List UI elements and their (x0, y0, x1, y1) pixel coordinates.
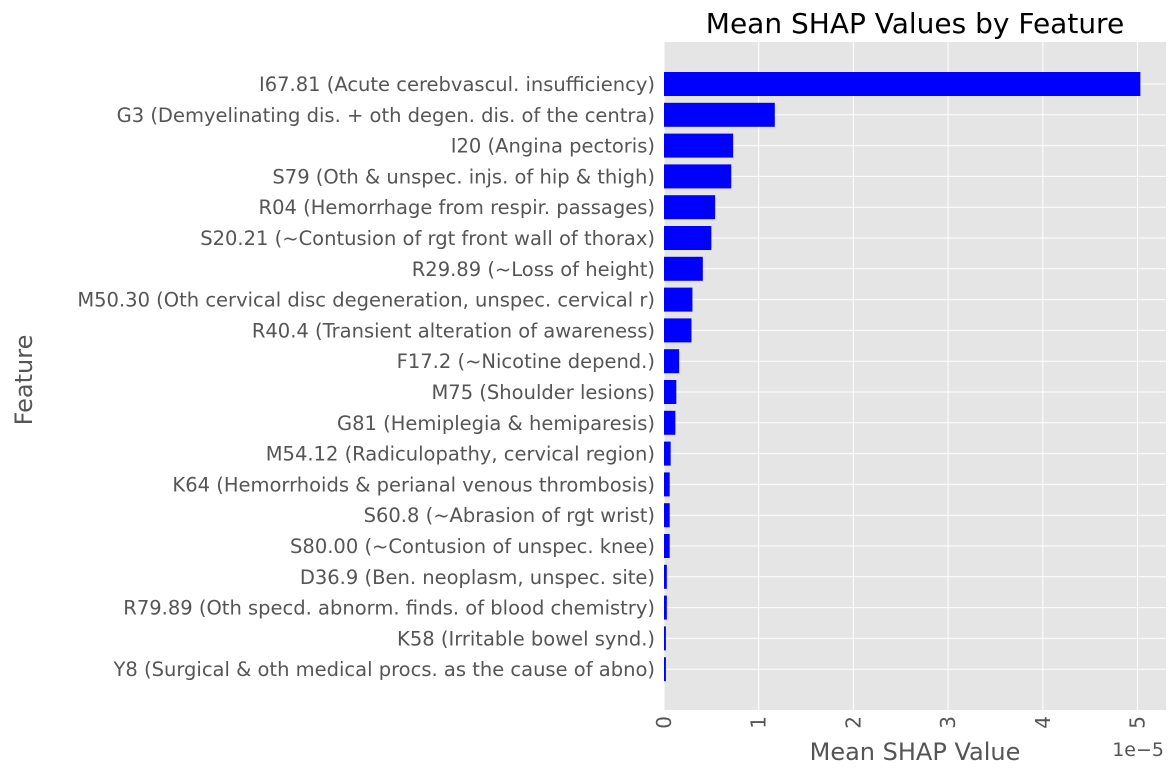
x-tick-label: 2 (841, 716, 865, 729)
x-axis-label: Mean SHAP Value (810, 738, 1021, 766)
y-tick-label: M75 (Shoulder lesions) (431, 381, 655, 404)
y-tick-label: R29.89 (~Loss of height) (412, 258, 655, 281)
bar (664, 102, 775, 127)
bar (664, 133, 734, 158)
bar (664, 72, 1141, 96)
plot-area (663, 42, 1166, 710)
y-tick-label: K64 (Hemorrhoids & perianal venous throm… (172, 473, 655, 496)
y-tick-label: S20.21 (~Contusion of rgt front wall of … (200, 227, 655, 250)
y-tick-label: M54.12 (Radiculopathy, cervical region) (266, 443, 655, 466)
bar (664, 195, 716, 220)
y-tick-label: S79 (Oth & unspec. injs. of hip & thigh) (272, 165, 655, 188)
bars (664, 72, 1141, 682)
grid-lines (663, 42, 1166, 710)
bar (664, 287, 693, 312)
bar (664, 503, 670, 528)
bar (664, 534, 670, 558)
plot-background (664, 42, 1166, 710)
x-tick-labels: 0 1 2 3 4 5 (652, 716, 1150, 729)
bar (664, 164, 732, 189)
y-tick-label: K58 (Irritable bowel synd.) (397, 627, 655, 650)
y-tick-label: D36.9 (Ben. neoplasm, unspec. site) (300, 566, 655, 589)
y-tick-label: R79.89 (Oth specd. abnorm. finds. of blo… (123, 597, 655, 620)
y-tick-label: I20 (Angina pectoris) (451, 135, 655, 158)
y-tick-label: S60.8 (~Abrasion of rgt wrist) (364, 504, 655, 527)
bar (664, 380, 677, 404)
y-axis-label: Feature (10, 335, 38, 426)
y-tick-label: R04 (Hemorrhage from respir. passages) (259, 196, 655, 219)
bar (664, 441, 671, 466)
x-tick-label: 5 (1126, 716, 1150, 729)
bar (664, 318, 692, 343)
bar (664, 410, 676, 435)
x-tick-label: 3 (936, 716, 960, 729)
x-tick-label: 1 (747, 716, 771, 729)
bar (664, 256, 703, 281)
y-tick-label: Y8 (Surgical & oth medical procs. as the… (112, 658, 655, 681)
x-scale-label: 1e−5 (1112, 739, 1164, 761)
x-tick-label: 0 (652, 716, 676, 729)
bar (664, 657, 666, 682)
bar (664, 626, 666, 651)
y-tick-label: S80.00 (~Contusion of unspec. knee) (290, 535, 655, 558)
bar (664, 349, 680, 374)
bar (664, 226, 712, 250)
y-tick-label: I67.81 (Acute cerebvascul. insufficiency… (259, 73, 655, 96)
chart-title: Mean SHAP Values by Feature (706, 7, 1124, 40)
y-tick-label: M50.30 (Oth cervical disc degeneration, … (77, 289, 655, 312)
bar (664, 564, 667, 589)
y-tick-label: F17.2 (~Nicotine depend.) (397, 350, 655, 373)
x-tick-label: 4 (1031, 716, 1055, 729)
y-tick-labels: I67.81 (Acute cerebvascul. insufficiency… (77, 73, 655, 681)
bar (664, 472, 670, 497)
y-tick-label: G3 (Demyelinating dis. + oth degen. dis.… (117, 104, 655, 127)
y-tick-label: G81 (Hemiplegia & hemiparesis) (337, 412, 655, 435)
y-tick-label: R40.4 (Transient alteration of awareness… (252, 319, 655, 342)
bar (664, 595, 667, 620)
